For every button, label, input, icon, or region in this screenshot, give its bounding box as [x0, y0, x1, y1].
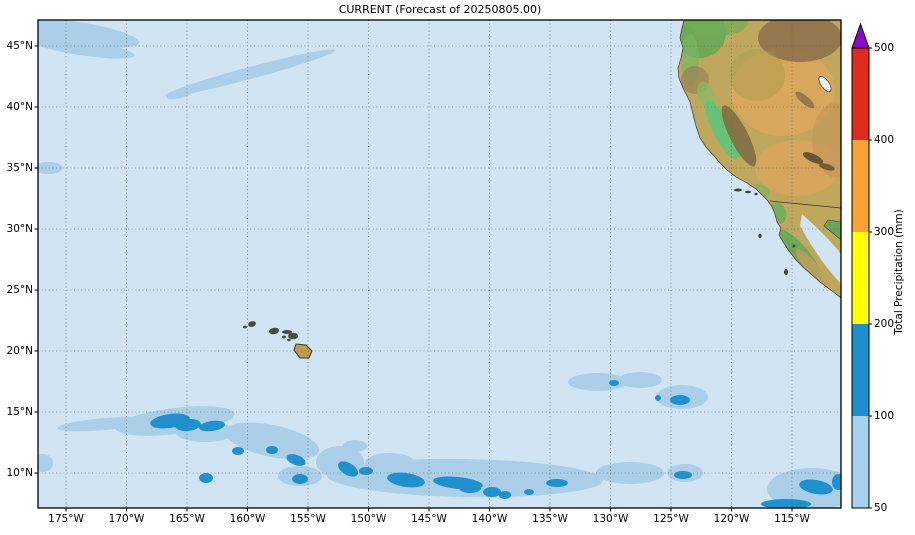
precip-heavy-blob: [670, 395, 690, 405]
precip-light-blob: [343, 440, 367, 452]
precip-heavy-blob: [655, 395, 661, 401]
y-axis-tick-label: 35°N: [6, 162, 33, 174]
precip-heavy-blob: [338, 461, 358, 477]
precip-heavy-blob: [674, 471, 692, 479]
precip-heavy-blob: [799, 479, 833, 495]
colorbar-axis-label: Total Precipitation (mm): [893, 209, 905, 335]
island-dot: [754, 192, 758, 196]
island-dot: [758, 233, 762, 239]
hawaii-islet: [282, 335, 286, 339]
precip-light-blob: [166, 88, 194, 100]
y-axis-tick-label: 15°N: [6, 406, 33, 418]
y-axis-tick-label: 25°N: [6, 284, 33, 296]
precip-light-blob: [38, 162, 63, 174]
north-america-land: [677, 20, 841, 299]
precip-heavy-blob: [266, 446, 278, 454]
precip-heavy-blob: [524, 489, 534, 495]
precip-light-blob: [164, 49, 336, 97]
coastline: [677, 20, 841, 299]
x-axis-tick-label: 120°W: [713, 513, 750, 525]
x-axis-tick-label: 170°W: [108, 513, 145, 525]
precip-light-blob: [38, 35, 135, 59]
colorbar-tick-label: 100: [874, 410, 895, 422]
hawaii-big-island: [293, 343, 313, 359]
precip-heavy-blob: [232, 447, 244, 455]
mainland-mexico-strip: [823, 219, 841, 241]
precip-heavy-blob: [199, 473, 213, 483]
hawaiian-islands: [243, 321, 313, 359]
precip-light-blob: [596, 462, 664, 484]
precip-light-blob: [568, 373, 628, 391]
y-axis-tick-label: 20°N: [6, 345, 33, 357]
y-axis-tick-label: 10°N: [6, 467, 33, 479]
island-dot: [734, 188, 742, 192]
precip-light-blob: [38, 454, 53, 472]
x-axis-tick-label: 125°W: [653, 513, 689, 525]
x-axis-tick-label: 155°W: [290, 513, 326, 525]
x-axis-tick-label: 135°W: [532, 513, 568, 525]
x-axis-tick-label: 160°W: [229, 513, 266, 525]
us-mexico-border-line: [769, 200, 841, 209]
colorbar-tick-label: 400: [874, 134, 895, 146]
precip-heavy-blob: [175, 418, 201, 432]
hawaii-islet: [282, 330, 292, 334]
precip-heavy-blob: [546, 479, 568, 487]
precip-heavy-blob: [286, 454, 306, 466]
colorbar-tick-label: 50: [874, 502, 888, 514]
x-axis-tick-label: 115°W: [774, 513, 810, 525]
precip-heavy-blob: [292, 474, 308, 484]
precip-heavy-blob: [832, 474, 841, 490]
chart-title: CURRENT (Forecast of 20250805.00): [338, 3, 542, 16]
x-axis-tick-label: 165°W: [169, 513, 205, 525]
colorbar-segment: [852, 324, 869, 416]
precip-heavy-blob: [359, 467, 373, 475]
colorbar-tick-label: 500: [874, 42, 895, 54]
precip-light-blob: [38, 20, 140, 48]
precip-light-blob: [224, 422, 320, 460]
colorbar-outline: [851, 47, 870, 509]
precip-heavy-blob: [609, 380, 619, 386]
hawaii-islet: [243, 325, 247, 329]
colorbar: [851, 22, 872, 509]
offshore-islands: [734, 188, 796, 275]
x-axis-tick-label: 175°W: [48, 513, 84, 525]
island-dot: [745, 190, 751, 194]
x-axis-tick-label: 130°W: [592, 513, 629, 525]
y-axis-tick-label: 40°N: [6, 101, 33, 113]
x-axis-tick-label: 140°W: [471, 513, 508, 525]
precip-heavy-blob: [499, 491, 511, 499]
precip-light-blob: [618, 372, 662, 388]
precip-heavy-blob: [387, 472, 425, 488]
precip-heavy-blob: [483, 487, 501, 497]
x-axis-tick-label: 150°W: [350, 513, 387, 525]
map-content: [38, 20, 841, 508]
precip-heavy-blob: [199, 420, 225, 432]
graticule: [38, 20, 841, 508]
island-dot: [792, 244, 796, 248]
precip-light-blob: [365, 453, 415, 473]
hawaii-islet: [269, 327, 279, 335]
colorbar-over-arrow: [851, 22, 870, 49]
colorbar-segment: [852, 416, 869, 508]
island-dot: [784, 269, 788, 275]
hawaii-islet: [288, 332, 298, 340]
hawaii-islet: [287, 338, 291, 342]
x-axis-tick-label: 145°W: [411, 513, 447, 525]
gulf-of-california: [800, 214, 841, 284]
terrain-shading: [678, 20, 841, 287]
plot-frame: [37, 19, 842, 509]
y-axis-tick-label: 45°N: [6, 40, 33, 52]
precip-heavy-blob: [459, 483, 481, 493]
colorbar-segment: [852, 232, 869, 324]
colorbar-tick-label: 200: [874, 318, 895, 330]
precip-heavy-blob: [761, 499, 811, 508]
colorbar-segment: [852, 48, 869, 140]
hawaii-islet: [248, 321, 256, 327]
colorbar-tick-label: 300: [874, 226, 895, 238]
precip-heavy-layer: [150, 380, 841, 508]
y-axis-tick-label: 30°N: [6, 223, 33, 235]
colorbar-segment: [852, 140, 869, 232]
